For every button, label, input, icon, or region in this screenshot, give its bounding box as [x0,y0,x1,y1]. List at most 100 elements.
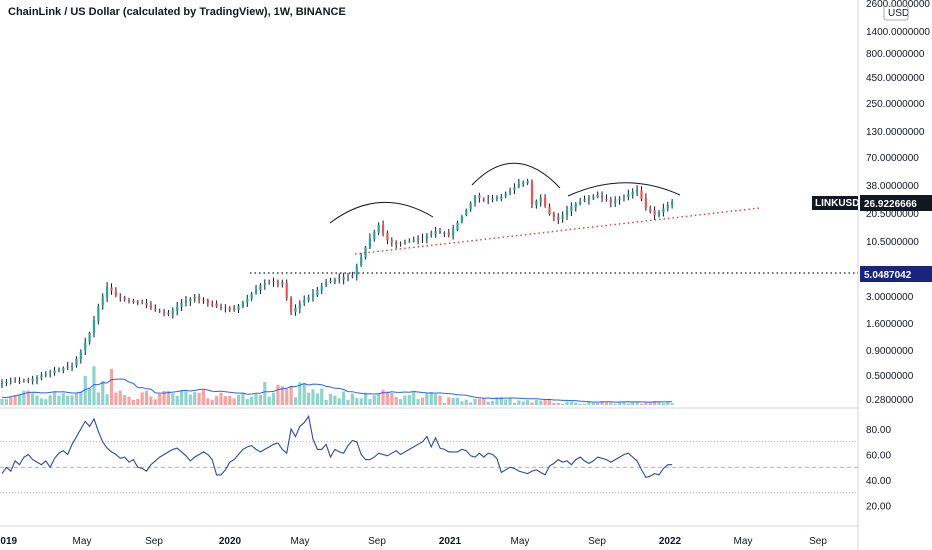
volume-bar [166,391,171,405]
volume-bar [131,399,135,405]
volume-bar [171,393,175,405]
price-tick-label: 0.5000000 [866,371,914,382]
symbol-badge [812,196,858,210]
rsi-tick-label: 40.00 [866,476,891,487]
volume-bar [534,399,538,405]
head-arc [471,162,561,189]
time-tick-label: May [734,536,753,547]
volume-bar [193,392,197,405]
volume-bar [591,402,595,405]
volume-bar [44,399,48,405]
volume-bar [412,392,416,405]
volume-bar [407,395,411,405]
volume-bar [315,393,319,405]
volume-bar [39,398,44,405]
volume-bar [460,401,464,405]
volume-bar [92,366,96,405]
chart-grid [0,0,859,550]
volume-bar [0,398,4,405]
volume-bar [136,398,140,405]
volume-bar [280,386,284,405]
volume-bar [127,397,131,405]
volume-bar [188,394,192,405]
volume-bar [31,393,35,405]
volume-bar [57,395,61,405]
last-price-label: 26.9226666 [864,199,917,210]
time-tick-label: 2022 [659,536,682,547]
volume-bar [569,401,573,405]
volume-bar [596,402,600,405]
volume-bar [342,391,346,405]
volume-bar [639,403,644,405]
volume-bar [66,395,70,405]
time-tick-label: May [291,536,310,547]
neckline-dotted [354,207,761,255]
volume-bar [626,403,630,405]
volume-bar [455,397,460,405]
volume-bar [333,395,337,405]
price-tick-label: 70.0000000 [866,153,919,164]
volume-bar [604,402,609,405]
volume-bar [495,397,499,405]
volume-bar [70,395,74,405]
time-tick-label: May [511,536,530,547]
volume-bar [512,402,517,405]
volume-bar [530,402,534,405]
volume-bar [293,397,298,405]
volume-bar [201,390,206,405]
price-axis: 2600.0000000 1400.0000000 800.0000000 450.0… [812,0,932,513]
level-price-badge [860,266,932,282]
volume-bar [508,398,512,405]
volume-bar [486,401,490,405]
price-tick-label: 10.5000000 [866,237,919,248]
volume-bar [644,402,648,405]
volume-bar [499,397,503,405]
price-tick-label: 1.6000000 [866,319,914,330]
currency-label: USD [888,8,909,19]
volume-bar [368,398,372,405]
volume-bar [363,392,368,405]
volume-bar [320,388,324,405]
volume-bar [223,396,227,405]
volume-bar [4,399,8,405]
price-tick-label: 800.0000000 [866,49,925,60]
volume-bar [552,402,556,405]
volume-bar [245,398,249,405]
volume-bar [324,399,328,405]
volume-bar [359,398,363,405]
volume-bar [578,403,582,405]
volume-bar [118,390,122,405]
time-tick-label: Sep [368,536,386,547]
volume-ma-line [1,378,673,403]
volume-bar [13,395,17,405]
volume-bar [473,398,477,405]
volume-bar [140,392,144,405]
volume-bar [52,392,57,405]
volume-bar [144,390,149,405]
volume-bar [241,392,245,405]
level-price-label: 5.0487042 [864,270,912,281]
time-tick-label: Sep [145,536,163,547]
volume-bar [26,390,30,405]
volume-bar [385,391,390,405]
volume-bar [447,397,451,405]
volume-bar [398,399,403,405]
volume-bar [179,390,184,405]
volume-bar [162,390,166,405]
volume-bar [271,392,276,405]
volume-bar [302,383,306,405]
volume-bar [539,400,543,405]
volume-bar [263,381,267,405]
price-tick-label: 250.0000000 [866,99,925,110]
volume-bar [653,401,657,405]
volume-bar [298,382,302,405]
volume-bar [429,392,433,405]
volume-bar [394,397,398,405]
left-shoulder-arc [329,201,434,224]
volume-bar [250,396,254,405]
pattern-annotations [250,162,858,274]
rsi-tick-label: 80.00 [866,425,891,436]
volume-bar [648,402,652,405]
volume-bar [442,402,446,405]
